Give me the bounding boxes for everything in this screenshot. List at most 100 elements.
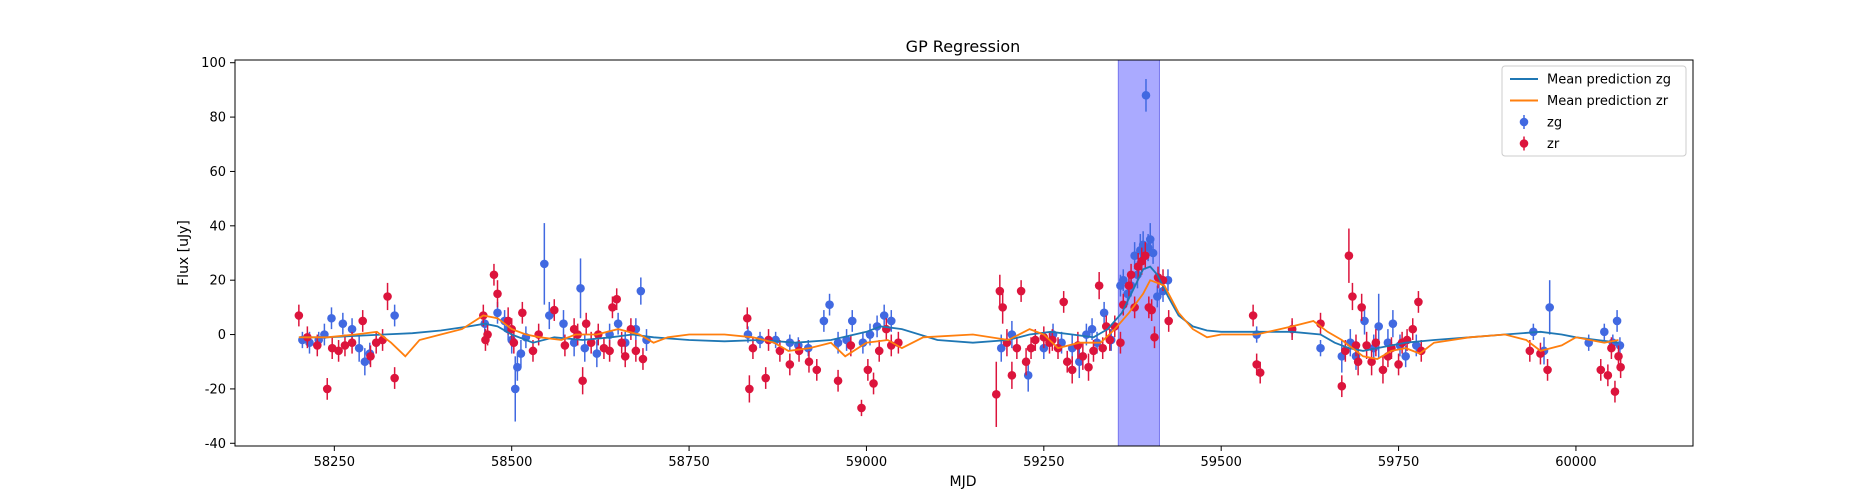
data-points-layer <box>294 79 1625 427</box>
data-point-zr <box>1367 357 1376 367</box>
data-point-zr <box>1031 335 1040 345</box>
data-point-zr <box>638 354 648 364</box>
y-tick-label: -20 <box>205 382 226 397</box>
data-point-zg <box>879 311 889 320</box>
legend-entry-mean-prediction-zr: Mean prediction zr <box>1510 94 1669 109</box>
data-point-zr <box>1094 281 1104 290</box>
data-point-zr <box>605 346 614 356</box>
data-point-zr <box>1614 351 1623 361</box>
data-point-zr <box>1124 281 1134 290</box>
mean-prediction-line <box>298 279 1619 360</box>
data-point-zr <box>1543 365 1552 375</box>
data-point-zr <box>812 365 822 375</box>
x-tick-label: 59750 <box>1378 455 1419 470</box>
data-point-zg <box>360 357 370 367</box>
data-point-zr <box>1021 357 1031 367</box>
data-point-zr <box>1007 371 1017 380</box>
data-point-zg <box>1411 341 1421 350</box>
data-point-zg <box>580 343 590 353</box>
data-point-zr <box>1525 346 1535 356</box>
y-tick-label: 40 <box>209 219 226 234</box>
data-point-zr <box>1536 349 1545 358</box>
data-point-zg <box>847 316 857 326</box>
y-tick-label: 100 <box>201 56 226 71</box>
data-point-zr <box>493 289 502 299</box>
legend: Mean prediction zg Mean prediction zr zg zr <box>1501 65 1687 157</box>
data-point-zr <box>1078 351 1088 361</box>
data-point-zr <box>1084 362 1093 372</box>
data-point-zr <box>1062 357 1072 367</box>
data-point-zr <box>549 305 559 315</box>
data-point-zg <box>1130 251 1139 261</box>
y-tick-label: -40 <box>205 437 226 452</box>
data-point-zg <box>390 311 399 320</box>
y-tick-label: 0 <box>218 328 226 343</box>
data-point-zg <box>347 324 357 334</box>
data-point-zg <box>1148 248 1158 258</box>
data-point-zg <box>540 259 549 269</box>
data-point-zg <box>1374 322 1383 331</box>
data-point-zr <box>1164 316 1173 326</box>
data-point-zr <box>775 346 785 356</box>
data-point-zr <box>528 346 538 356</box>
data-point-zr <box>1059 297 1068 307</box>
data-point-zg <box>1612 316 1622 326</box>
data-point-zr <box>1357 303 1366 312</box>
data-point-zr <box>1371 338 1381 348</box>
data-point-zg <box>1087 324 1097 334</box>
data-point-zr <box>857 403 866 413</box>
x-tick-label: 60000 <box>1555 455 1596 470</box>
data-point-zr <box>1408 324 1418 334</box>
data-point-zr <box>578 376 587 386</box>
x-tick-label: 59000 <box>846 455 887 470</box>
data-point-zr <box>804 357 814 367</box>
data-point-zr <box>620 351 630 361</box>
data-point-zr <box>1016 286 1026 296</box>
legend-label: Mean prediction zg <box>1547 73 1671 88</box>
data-point-zg <box>569 338 579 348</box>
legend-marker-swatch <box>1519 117 1529 127</box>
data-point-zr <box>366 351 375 361</box>
data-point-zr <box>1116 338 1125 348</box>
data-point-zr <box>846 341 856 350</box>
data-point-zg <box>510 384 520 394</box>
legend-box <box>1501 65 1687 157</box>
data-point-zr <box>1252 360 1261 369</box>
legend-entry-mean-prediction-zg: Mean prediction zg <box>1510 73 1671 88</box>
legend-label: zr <box>1547 137 1560 152</box>
data-point-zr <box>390 373 399 383</box>
data-point-zr <box>1105 335 1115 345</box>
data-point-zg <box>858 338 868 348</box>
data-point-zr <box>833 376 843 386</box>
data-point-zg <box>1145 235 1155 244</box>
data-point-zr <box>1351 341 1361 350</box>
data-point-zr <box>785 360 795 369</box>
data-point-zr <box>358 316 368 326</box>
data-point-zg <box>819 316 829 326</box>
data-point-zr <box>608 303 617 312</box>
data-point-zr <box>1089 346 1098 356</box>
data-point-zg <box>1099 308 1109 318</box>
data-point-zr <box>1026 343 1036 353</box>
chart-title: GP Regression <box>906 37 1021 56</box>
plot-frame <box>234 59 1694 447</box>
x-tick-label: 59500 <box>1201 455 1242 470</box>
data-point-zr <box>1126 270 1136 280</box>
data-point-zr <box>586 338 596 348</box>
data-point-zr <box>1414 297 1423 307</box>
data-point-zr <box>294 311 304 320</box>
data-point-zr <box>991 390 1001 399</box>
x-tick-label: 58500 <box>491 455 532 470</box>
data-point-zg <box>636 286 646 296</box>
data-point-zg <box>1600 327 1609 337</box>
data-point-zr <box>1610 387 1620 396</box>
data-point-zr <box>748 343 758 353</box>
data-point-zr <box>1353 357 1363 367</box>
data-point-zr <box>322 384 332 394</box>
data-point-zg <box>1401 351 1410 361</box>
data-point-zg <box>576 284 585 293</box>
data-point-zg <box>1039 343 1049 353</box>
x-tick-label: 58750 <box>668 455 709 470</box>
